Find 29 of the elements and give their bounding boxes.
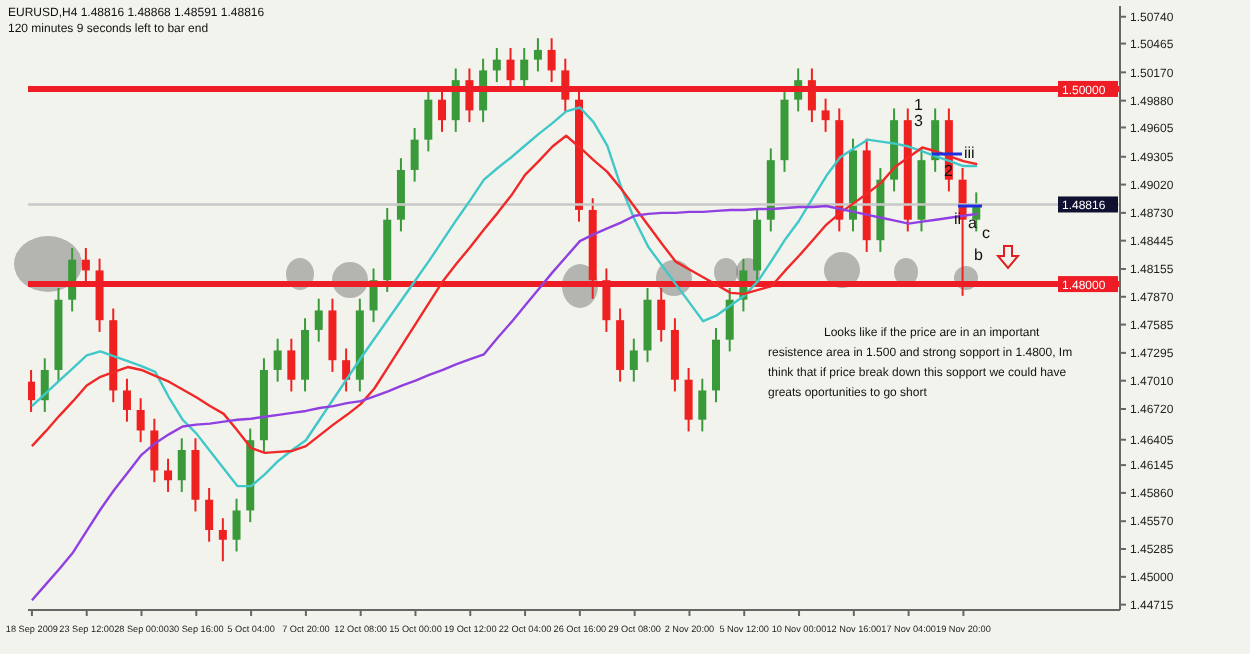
candlestick (164, 457, 173, 493)
candlestick (533, 37, 542, 73)
annotation: iii (964, 144, 975, 162)
candlestick (698, 377, 707, 433)
annotation: 3 (914, 112, 923, 130)
candlestick (232, 497, 241, 553)
candlestick (314, 297, 323, 343)
candlestick (410, 126, 419, 183)
candlestick (684, 367, 693, 433)
candlestick (136, 397, 145, 444)
candlestick (424, 86, 433, 153)
annotation: c (982, 224, 990, 242)
candlestick (205, 487, 214, 543)
candlestick (150, 417, 159, 484)
candlestick (287, 337, 296, 393)
annotation: 1 (914, 96, 923, 114)
candlestick (547, 37, 556, 84)
candlestick (821, 97, 830, 133)
annotation: ii (954, 210, 962, 228)
candlestick (725, 287, 734, 353)
candlestick (218, 517, 227, 563)
candlestick (492, 46, 501, 84)
candlestick (342, 347, 351, 393)
candlestick (177, 437, 186, 493)
candlestick (28, 368, 36, 413)
annotation: b (974, 246, 983, 264)
candlestick (273, 337, 282, 383)
candlestick (122, 377, 131, 423)
candlestick (629, 337, 638, 383)
